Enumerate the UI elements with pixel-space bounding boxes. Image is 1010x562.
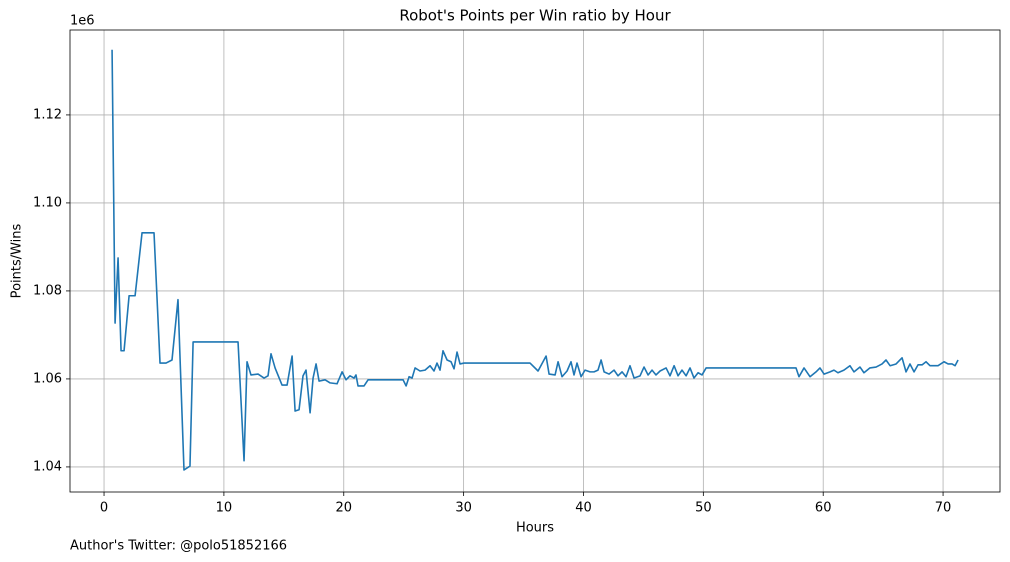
y-tick-label: 1.06 [33,371,62,386]
x-tick-label: 40 [575,501,592,516]
x-tick-label: 0 [100,501,108,516]
x-tick-label: 60 [815,501,832,516]
y-tick-label: 1.10 [33,195,62,210]
x-tick-label: 50 [695,501,712,516]
y-tick-label: 1.12 [33,107,62,122]
y-tick-label: 1.08 [33,283,62,298]
x-tick-label: 20 [335,501,352,516]
y-offset-label: 1e6 [70,14,95,29]
x-axis-label: Hours [516,521,554,536]
data-line [111,49,959,471]
chart-title: Robot's Points per Win ratio by Hour [399,7,671,25]
y-axis-label: Points/Wins [10,223,25,298]
y-tick-label: 1.04 [33,459,62,474]
plot-frame [69,29,1001,493]
x-tick-label: 70 [935,501,952,516]
footer: Author's Twitter: @polo51852166 [70,539,287,554]
x-tick-label: 30 [455,501,472,516]
x-tick-label: 10 [216,501,233,516]
